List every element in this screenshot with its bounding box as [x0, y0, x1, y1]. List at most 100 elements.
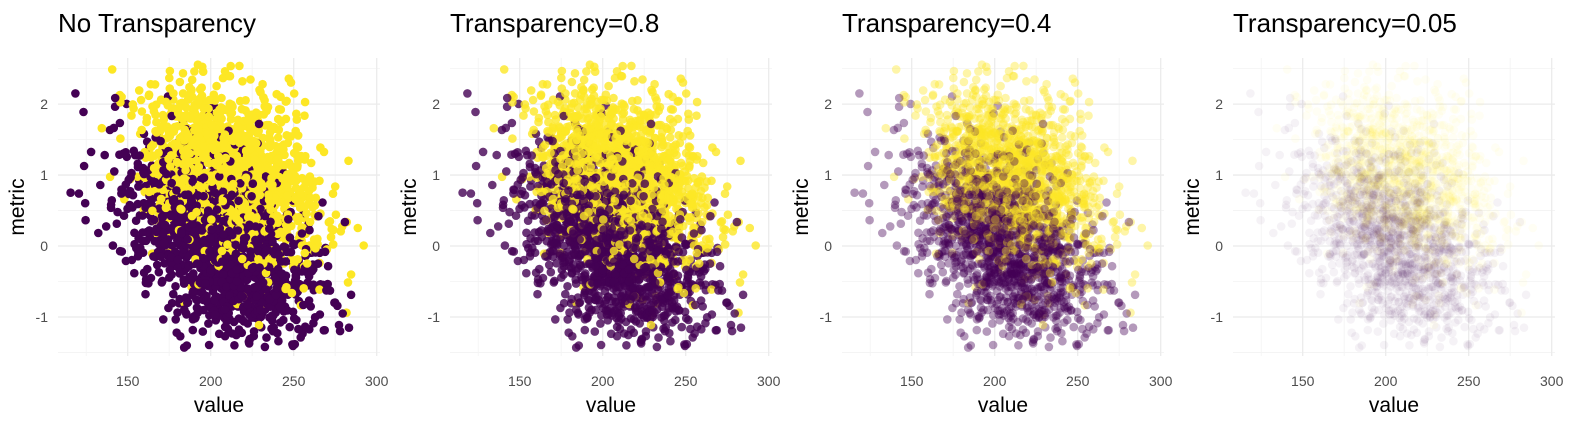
point-yellow [292, 163, 302, 172]
point-yellow [217, 93, 226, 103]
point-purple [171, 282, 180, 291]
point-purple [654, 333, 663, 342]
point-yellow [238, 77, 247, 86]
point-purple [596, 340, 606, 350]
y-tick-label: 2 [432, 96, 440, 112]
point-purple [201, 279, 210, 288]
point-yellow [287, 288, 297, 298]
point-purple [267, 311, 277, 321]
point-yellow [246, 75, 255, 84]
point-purple [549, 278, 559, 287]
point-yellow [165, 162, 175, 171]
point-yellow [213, 151, 223, 161]
point-purple [131, 216, 141, 225]
point-purple [274, 336, 283, 346]
point-purple [150, 236, 159, 246]
point-purple [288, 341, 298, 351]
point-purple [141, 289, 150, 299]
point-purple [173, 255, 182, 265]
point-yellow [692, 97, 702, 107]
point-yellow [230, 165, 240, 174]
point-yellow [604, 81, 613, 91]
point-purple [182, 341, 192, 350]
point-purple [234, 325, 244, 334]
point-yellow [579, 75, 589, 85]
point-purple [110, 93, 120, 103]
point-yellow [258, 133, 268, 143]
point-yellow [136, 95, 146, 105]
point-purple [458, 188, 467, 197]
point-yellow [278, 174, 287, 183]
point-purple [715, 261, 725, 271]
point-purple [164, 303, 173, 313]
x-tick-label: 200 [199, 373, 223, 389]
point-purple [590, 327, 600, 336]
point-purple [344, 323, 354, 333]
point-purple [340, 217, 350, 227]
point-yellow [279, 160, 289, 170]
point-purple [497, 125, 507, 135]
point-purple [167, 178, 176, 188]
point-yellow [202, 129, 212, 139]
point-purple [156, 252, 166, 261]
point-purple [133, 159, 143, 168]
point-yellow [260, 96, 269, 105]
point-purple [188, 325, 198, 335]
point-yellow [154, 148, 163, 158]
point-purple [256, 305, 265, 315]
point-yellow [255, 190, 265, 200]
point-yellow [259, 110, 269, 119]
point-purple [206, 265, 215, 275]
point-purple [151, 226, 160, 236]
point-yellow [197, 83, 206, 92]
x-tick-label: 150 [508, 373, 532, 389]
point-yellow [137, 125, 146, 135]
point-yellow [305, 217, 315, 227]
point-yellow [187, 75, 197, 85]
point-purple [133, 199, 143, 209]
point-purple [110, 167, 119, 176]
point-purple [173, 236, 182, 245]
point-purple [249, 283, 259, 292]
point-purple [193, 308, 202, 317]
point-yellow [208, 143, 217, 153]
point-purple [492, 150, 502, 160]
point-yellow [328, 189, 338, 198]
point-purple [160, 259, 169, 268]
point-yellow [315, 176, 324, 186]
point-yellow [198, 67, 208, 76]
point-purple [261, 285, 271, 294]
y-tick-label: 2 [40, 96, 48, 112]
point-purple [251, 222, 260, 231]
y-axis-title: metric [398, 178, 421, 235]
point-yellow [286, 78, 296, 87]
point-yellow [134, 86, 144, 95]
point-purple [232, 277, 242, 286]
point-purple [652, 342, 662, 352]
x-tick-label: 250 [282, 373, 306, 389]
point-purple [158, 212, 168, 222]
point-yellow [194, 96, 203, 106]
y-tick-label: 0 [432, 238, 440, 254]
point-yellow [300, 97, 310, 107]
point-purple [732, 217, 742, 227]
point-purple [171, 315, 180, 324]
point-purple [231, 249, 241, 259]
point-purple [159, 238, 169, 248]
point-yellow [508, 134, 517, 143]
point-yellow [282, 96, 291, 106]
point-yellow [216, 165, 226, 174]
point-yellow [529, 107, 539, 116]
point-yellow [151, 110, 160, 120]
point-purple [210, 310, 220, 319]
point-yellow [227, 108, 237, 118]
point-yellow [499, 65, 509, 74]
point-yellow [243, 116, 253, 125]
point-purple [215, 172, 224, 181]
point-purple [124, 189, 134, 199]
point-purple [239, 317, 249, 326]
point-yellow [137, 107, 147, 116]
point-purple [198, 224, 207, 233]
point-yellow [235, 61, 244, 71]
